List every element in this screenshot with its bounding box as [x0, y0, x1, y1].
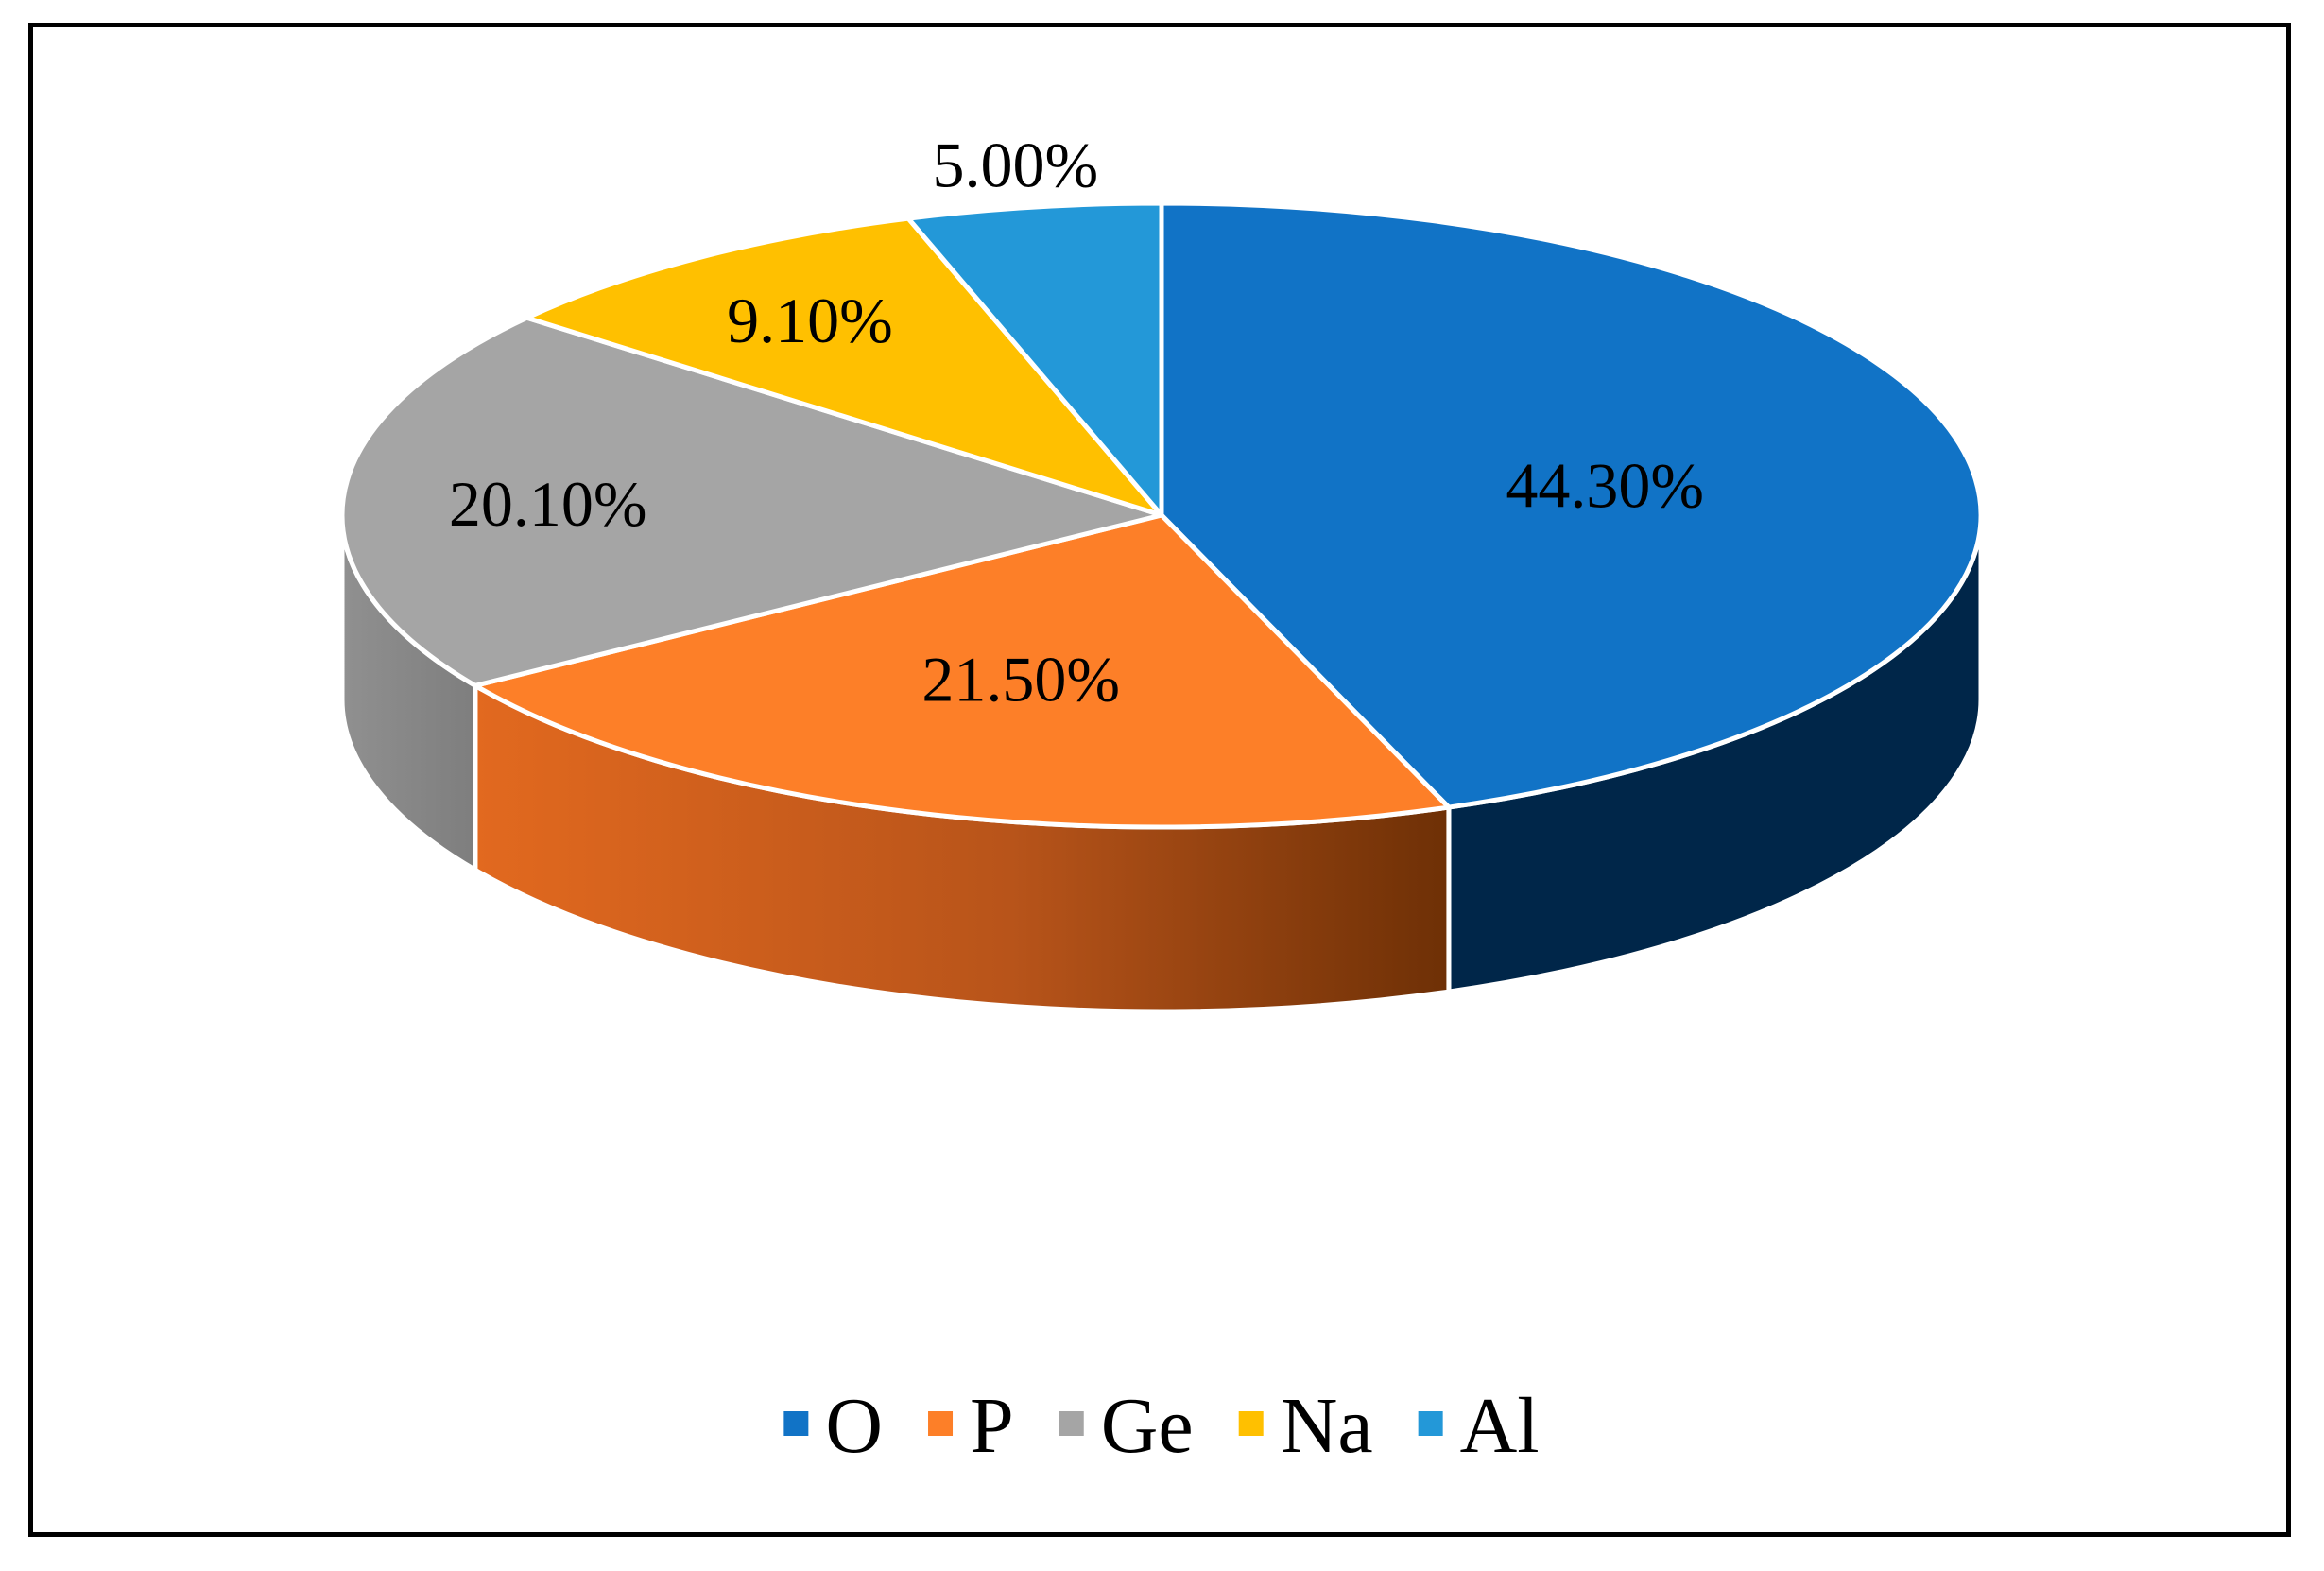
- legend-swatch-ge: [1059, 1411, 1084, 1436]
- legend-swatch-o: [783, 1411, 809, 1436]
- legend: O P Ge Na Al: [783, 1382, 1540, 1470]
- legend-swatch-p: [928, 1411, 954, 1436]
- legend-swatch-al: [1418, 1411, 1443, 1436]
- pie-slice-o: [1159, 200, 1984, 810]
- pie-slice-al: [905, 200, 1164, 518]
- pie-labels: 44.30% 21.50% 20.10% 9.10% 5.00%: [449, 129, 1704, 715]
- pie-tops: [339, 200, 1984, 830]
- legend-label-al: Al: [1460, 1382, 1540, 1470]
- pie-slice-p: [473, 512, 1452, 830]
- legend-swatch-na: [1238, 1411, 1264, 1436]
- legend-label-p: P: [970, 1382, 1014, 1470]
- data-label-al: 5.00%: [933, 129, 1099, 200]
- legend-item-na: Na: [1238, 1382, 1373, 1470]
- legend-item-o: O: [783, 1382, 883, 1470]
- pie-slice-ge: [339, 315, 1164, 688]
- legend-item-ge: Ge: [1059, 1382, 1194, 1470]
- data-label-ge: 20.10%: [449, 468, 647, 540]
- data-label-o: 44.30%: [1506, 450, 1704, 522]
- legend-item-al: Al: [1418, 1382, 1540, 1470]
- pie-slice-na: [525, 216, 1164, 518]
- legend-label-ge: Ge: [1101, 1382, 1194, 1470]
- legend-label-na: Na: [1281, 1382, 1373, 1470]
- data-label-p: 21.50%: [921, 643, 1120, 715]
- data-label-na: 9.10%: [727, 285, 893, 356]
- legend-item-p: P: [928, 1382, 1014, 1470]
- legend-label-o: O: [825, 1382, 883, 1470]
